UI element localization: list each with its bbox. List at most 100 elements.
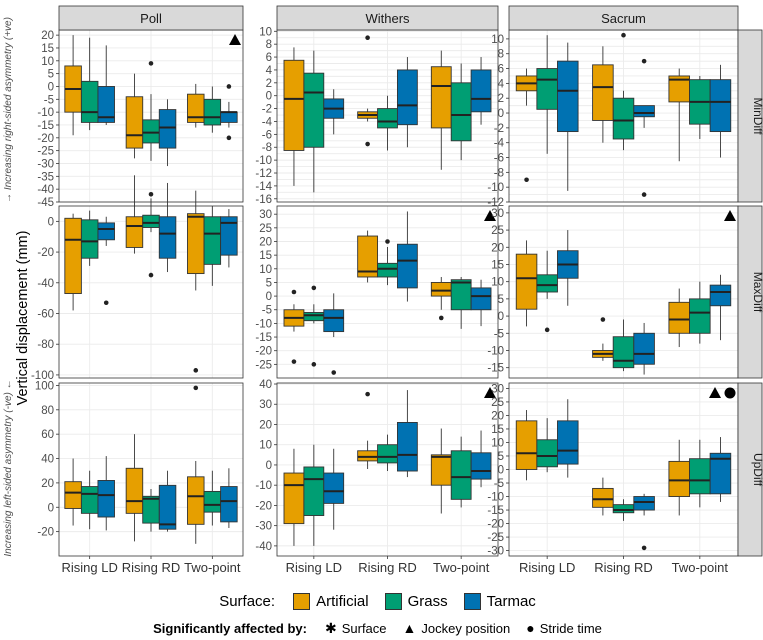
jockey-marker-maxdiff-withers: [484, 210, 496, 221]
x-tick-label-rising-ld-withers: Rising LD: [286, 560, 342, 575]
y-tick-label-updiff-poll: 80: [41, 405, 54, 417]
box-maxdiff-withers-two-point-artificial: [430, 281, 452, 297]
box-updiff-withers-rising-rd-grass: [377, 444, 398, 464]
y-tick-label-maxdiff-sacrum: 15: [491, 259, 504, 271]
y-tick-label-updiff-sacrum: -25: [487, 532, 504, 544]
outlier-maxdiff-withers-rising-ld-tarmac: [331, 370, 337, 375]
outlier-mindiff-sacrum-rising-rd-tarmac: [641, 58, 647, 64]
strip-label-sacrum: Sacrum: [601, 11, 646, 26]
y-tick-label-updiff-sacrum: 5: [498, 451, 504, 463]
y-tick-label-updiff-withers: 30: [259, 399, 272, 411]
y-tick-label-mindiff-withers: -2: [262, 104, 272, 116]
y-tick-label-updiff-sacrum: 10: [491, 437, 504, 449]
x-tick-label-rising-rd-poll: Rising RD: [122, 560, 181, 575]
legend-sig-jockey: ▲ Jockey position: [403, 620, 511, 636]
triangle-icon: ▲: [402, 620, 417, 636]
y-tick-label-mindiff-sacrum: -10: [487, 182, 504, 194]
box-maxdiff-poll-rising-ld-artificial: [64, 217, 82, 294]
y-tick-label-updiff-withers: -10: [255, 480, 272, 492]
jockey-marker-maxdiff-sacrum: [724, 210, 736, 221]
circle-icon: ●: [526, 620, 535, 636]
box-maxdiff-poll-two-point-grass: [203, 216, 222, 265]
box-updiff-sacrum-two-point-artificial: [668, 460, 690, 497]
outlier-mindiff-poll-two-point-tarmac: [226, 84, 232, 89]
legend-surface: Surface: Artificial Grass Tarmac: [0, 588, 763, 614]
box-updiff-poll-rising-ld-artificial: [64, 481, 82, 509]
jockey-marker-updiff-withers: [484, 387, 496, 398]
y-tick-label-maxdiff-poll: -40: [37, 278, 54, 290]
y-tick-label-maxdiff-withers: -10: [255, 318, 272, 330]
outlier-mindiff-sacrum-rising-ld-artificial: [524, 177, 529, 183]
outlier-maxdiff-poll-two-point-artificial: [193, 368, 199, 373]
y-tick-label-updiff-sacrum: -30: [487, 546, 504, 558]
y-tick-label-maxdiff-withers: 5: [266, 277, 272, 289]
y-tick-label-maxdiff-sacrum: 10: [491, 277, 504, 289]
y-tick-label-mindiff-poll: 10: [41, 56, 54, 68]
y-tick-label-mindiff-withers: 6: [266, 52, 272, 64]
legend-item-tarmac: Tarmac: [463, 592, 536, 610]
legend-significance: Significantly affected by: ✱ Surface ▲ J…: [0, 617, 763, 639]
box-maxdiff-sacrum-rising-ld-grass: [536, 274, 558, 293]
outlier-maxdiff-withers-rising-ld-grass: [311, 285, 317, 291]
outlier-maxdiff-withers-two-point-artificial: [438, 315, 444, 321]
y-tick-label-updiff-poll: 60: [41, 429, 54, 441]
box-mindiff-poll-rising-rd-grass: [142, 119, 160, 144]
legend-significance-title: Significantly affected by:: [153, 620, 307, 636]
box-updiff-withers-rising-ld-artificial: [283, 472, 305, 525]
y-tick-label-updiff-sacrum: -5: [494, 478, 504, 490]
outlier-mindiff-sacrum-rising-rd-tarmac: [641, 192, 647, 197]
outlier-maxdiff-poll-rising-ld-tarmac: [103, 300, 109, 306]
box-maxdiff-withers-rising-ld-tarmac: [323, 309, 345, 333]
y-tick-label-mindiff-withers: 8: [266, 39, 272, 51]
box-mindiff-poll-rising-rd-artificial: [125, 96, 144, 149]
x-tick-label-rising-rd-sacrum: Rising RD: [594, 560, 653, 575]
box-maxdiff-poll-two-point-artificial: [187, 213, 205, 275]
y-tick-label-mindiff-poll: 20: [41, 30, 54, 42]
box-updiff-sacrum-rising-rd-grass: [612, 504, 635, 514]
outlier-mindiff-poll-rising-rd-grass: [148, 61, 154, 66]
strip-label-poll: Poll: [140, 11, 162, 26]
box-updiff-withers-two-point-tarmac: [470, 452, 492, 480]
outlier-updiff-withers-rising-rd-artificial: [365, 391, 370, 397]
x-tick-label-two-point-poll: Two-point: [184, 560, 241, 575]
y-tick-label-mindiff-poll: -5: [44, 94, 54, 106]
outlier-maxdiff-withers-rising-ld-artificial: [291, 359, 297, 364]
box-updiff-sacrum-rising-ld-tarmac: [557, 420, 579, 465]
outlier-maxdiff-poll-rising-rd-grass: [148, 272, 154, 278]
box-mindiff-withers-rising-rd-grass: [377, 108, 398, 129]
y-tick-label-mindiff-withers: -4: [262, 116, 273, 128]
box-updiff-withers-rising-ld-tarmac: [323, 472, 345, 504]
x-tick-label-rising-rd-withers: Rising RD: [358, 560, 417, 575]
box-mindiff-poll-two-point-grass: [203, 98, 222, 126]
panel-border-maxdiff-poll: [58, 205, 244, 379]
y-tick-label-maxdiff-sacrum: -5: [494, 328, 504, 340]
y-tick-label-mindiff-sacrum: -6: [494, 153, 504, 165]
strip-updiff: [737, 382, 763, 557]
strip-label-maxdiff: MaxDiff: [751, 272, 763, 313]
y-tick-label-mindiff-withers: -6: [262, 129, 272, 141]
box-mindiff-sacrum-two-point-tarmac: [709, 79, 732, 133]
y-tick-label-maxdiff-poll: -20: [37, 247, 54, 259]
y-tick-label-maxdiff-withers: 25: [259, 223, 272, 235]
y-tick-label-mindiff-sacrum: 0: [498, 108, 504, 120]
box-mindiff-withers-rising-ld-artificial: [283, 59, 305, 151]
legend-sig-stride: ● Stride time: [526, 620, 602, 636]
legend-swatch-tarmac: [463, 592, 481, 610]
box-maxdiff-poll-rising-rd-grass: [142, 214, 160, 228]
outlier-maxdiff-sacrum-rising-rd-artificial: [600, 317, 606, 322]
y-tick-label-maxdiff-sacrum: 5: [498, 294, 504, 306]
y-tick-label-updiff-poll: -20: [37, 527, 54, 539]
jockey-marker-mindiff-poll: [229, 34, 241, 45]
y-tick-label-mindiff-withers: -10: [255, 155, 272, 167]
y-tick-label-mindiff-withers: -14: [255, 181, 272, 193]
y-tick-label-updiff-withers: 10: [259, 440, 272, 452]
y-tick-label-mindiff-withers: 10: [259, 26, 272, 38]
facet-strips: Poll Withers Sacrum MinDiff MaxDiff UpDiff: [58, 5, 763, 557]
box-updiff-sacrum-rising-rd-artificial: [592, 487, 614, 508]
y-tick-label-maxdiff-poll: -80: [37, 339, 54, 351]
y-tick-label-mindiff-poll: 5: [48, 69, 54, 81]
legend-sig-jockey-label: Jockey position: [421, 620, 511, 636]
box-maxdiff-sacrum-two-point-grass: [689, 298, 711, 334]
box-updiff-sacrum-two-point-tarmac: [709, 452, 732, 495]
box-maxdiff-sacrum-rising-rd-tarmac: [633, 332, 655, 365]
